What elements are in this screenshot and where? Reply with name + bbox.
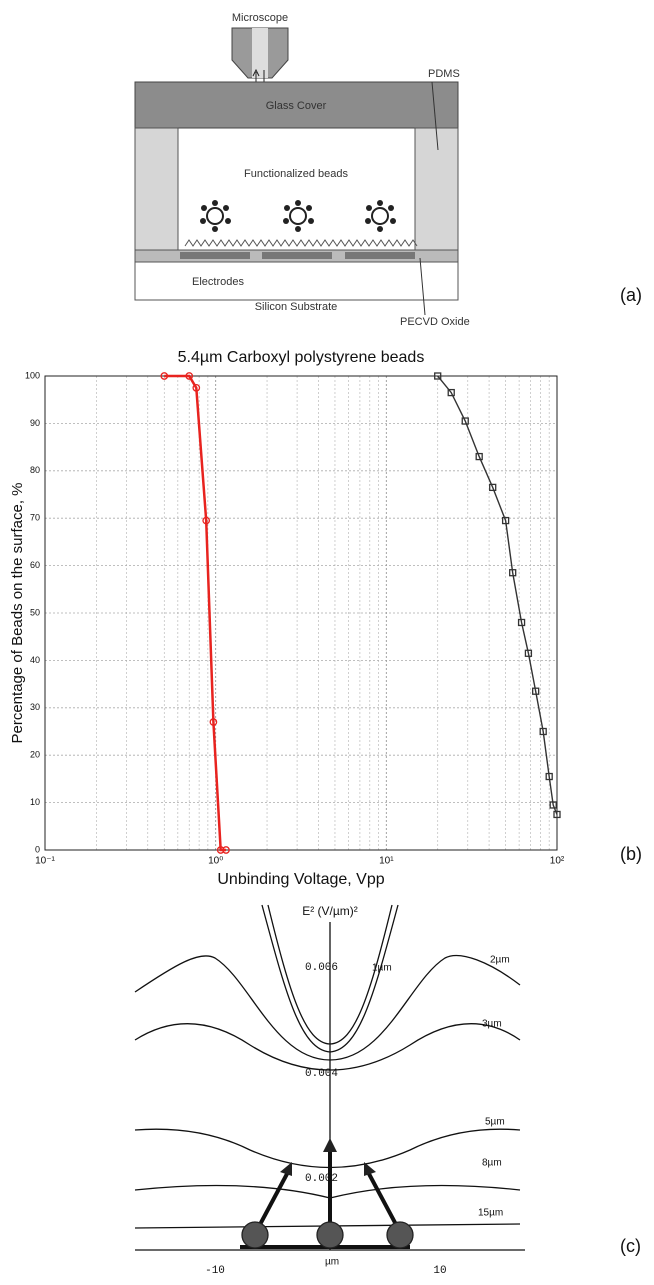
marker	[539, 727, 547, 736]
field-plot-text: E² (V/µm)² 0.006 0.004 0.002 -10 10 µm 1…	[205, 904, 641, 1277]
marker	[447, 388, 455, 397]
curve-label: 15µm	[478, 1208, 503, 1219]
x-tick-label: -10	[205, 1265, 225, 1277]
y-tick-label: 0.002	[305, 1173, 338, 1185]
curve	[267, 904, 393, 1045]
marker	[202, 516, 211, 525]
curve	[134, 1184, 521, 1199]
marker	[185, 372, 194, 380]
y-tick-label: 30	[30, 702, 40, 712]
y-tick-label: 10	[30, 797, 40, 807]
pdms-wall	[414, 127, 459, 251]
label: Silicon Substrate	[255, 301, 338, 313]
label: PECVD Oxide	[400, 316, 470, 328]
x-tick-label: 10	[433, 1265, 446, 1277]
electrode	[180, 252, 250, 259]
marker	[192, 383, 201, 392]
device-diagram: Microscope Glass Cover PDMS Functionaliz…	[134, 12, 642, 328]
chart-title: 5.4µm Carboxyl polystyrene beads	[178, 349, 425, 366]
marker	[549, 801, 557, 809]
curve-label: 1µm	[372, 963, 392, 974]
chart: 0 10 20 30 40 50 60 70 80 90 100 10⁻¹ 10⁰ 10¹ 10² 5.4µm…	[9, 349, 642, 888]
marker	[475, 452, 483, 461]
force-arrows	[254, 1150, 402, 1233]
series-line	[437, 375, 558, 815]
label: Functionalized beads	[244, 168, 348, 180]
x-tick-label: 10⁻¹	[35, 856, 55, 867]
curve	[134, 1023, 521, 1071]
marker	[532, 687, 540, 695]
curve-label: 3µm	[482, 1019, 502, 1030]
curve	[134, 954, 521, 1061]
bead-ligands	[200, 200, 396, 232]
y-tick-label: 40	[30, 655, 40, 665]
marker	[553, 810, 561, 819]
marker	[434, 372, 442, 380]
field-plot	[134, 904, 525, 1251]
marker	[489, 483, 497, 492]
y-tick-label: 90	[30, 418, 40, 428]
marker	[524, 649, 533, 657]
curve-label: 2µm	[490, 955, 510, 966]
pointer	[419, 257, 426, 316]
y-tick-label: 70	[30, 513, 40, 523]
pdms-wall	[134, 127, 179, 251]
beads	[241, 1221, 414, 1249]
y-tick-label: 0	[35, 844, 40, 854]
x-axis-label: Unbinding Voltage, Vpp	[217, 871, 384, 888]
label: Microscope	[232, 12, 288, 24]
marker	[209, 718, 218, 726]
beads	[206, 207, 389, 225]
plot-frame	[44, 375, 558, 851]
y-tick-label: 0.004	[305, 1068, 338, 1080]
surface-receptors	[184, 239, 418, 247]
x-tick-label: 10¹	[379, 856, 394, 867]
label: PDMS	[428, 68, 460, 80]
microscope-bore	[252, 28, 268, 78]
curve-label: 5µm	[485, 1117, 505, 1128]
label: Electrodes	[192, 276, 244, 288]
electrode	[262, 252, 332, 259]
arrowheads	[280, 1138, 376, 1176]
electrode	[345, 252, 415, 259]
y-tick-label: 60	[30, 560, 40, 570]
marker	[160, 372, 169, 380]
marker	[461, 417, 469, 425]
marker	[509, 569, 517, 577]
x-tick-label: 10²	[550, 856, 565, 867]
y-tick-label: 100	[25, 370, 40, 380]
marker	[216, 846, 225, 854]
y-tick-label: 20	[30, 750, 40, 760]
y-tick-label: 0.006	[305, 962, 338, 974]
marker	[517, 618, 526, 627]
x-tick-label: 10⁰	[208, 856, 223, 867]
glass-cover	[134, 81, 459, 129]
panel-label: (b)	[620, 844, 642, 864]
substrate	[134, 261, 459, 301]
marker	[222, 846, 230, 854]
marker	[545, 772, 553, 781]
y-axis-label: Percentage of Beads on the surface, %	[9, 483, 26, 744]
pointer	[431, 81, 439, 151]
y-tick-label: 80	[30, 465, 40, 475]
y-tick-label: 50	[30, 607, 40, 617]
y-label: E² (V/µm)²	[302, 904, 358, 918]
curve	[261, 904, 399, 1053]
marker	[501, 516, 510, 525]
panel-label: (c)	[620, 1236, 641, 1256]
panel-label: (a)	[620, 285, 642, 305]
x-label: µm	[325, 1257, 339, 1268]
curve-label: 8µm	[482, 1158, 502, 1169]
label: Glass Cover	[266, 100, 327, 112]
series-line	[164, 374, 227, 852]
